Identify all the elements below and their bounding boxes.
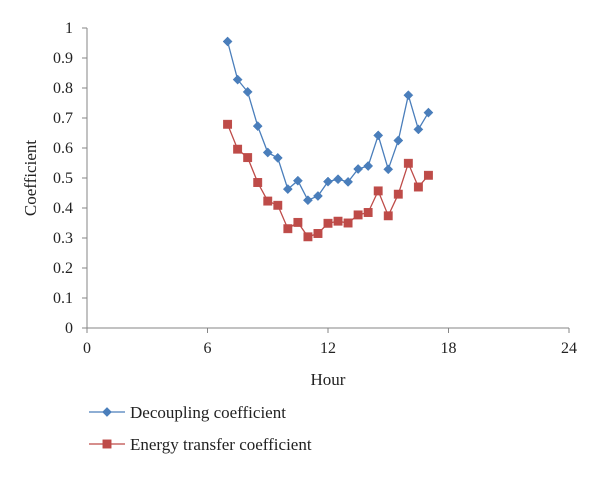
data-point <box>262 147 273 158</box>
data-point <box>373 130 384 141</box>
data-point <box>343 218 353 228</box>
data-point <box>363 208 373 217</box>
data-point <box>282 184 293 195</box>
data-point <box>303 232 313 242</box>
series-layer <box>222 36 434 242</box>
y-tick-label: 0.2 <box>53 260 73 277</box>
data-point <box>263 196 273 206</box>
data-point <box>272 152 283 163</box>
data-point <box>232 74 243 85</box>
data-point <box>393 135 404 146</box>
x-tick-label: 18 <box>441 340 457 357</box>
data-point <box>313 229 323 238</box>
y-axis-title: Coefficient <box>21 140 40 216</box>
data-point <box>373 186 383 196</box>
data-point <box>403 90 414 101</box>
y-tick-label: 0.6 <box>53 140 73 157</box>
series-2 <box>223 119 433 242</box>
series-line <box>226 41 429 202</box>
y-tick-label: 1 <box>65 20 73 37</box>
data-point <box>252 121 263 132</box>
y-tick-label: 0 <box>65 320 73 337</box>
legend-label: Energy transfer coefficient <box>130 435 312 454</box>
data-point <box>343 176 354 187</box>
x-tick-label: 24 <box>561 340 577 357</box>
legend-label: Decoupling coefficient <box>130 403 286 422</box>
y-tick-label: 0.7 <box>53 110 73 127</box>
data-point <box>403 158 413 168</box>
data-point <box>292 175 303 186</box>
x-tick-label: 12 <box>320 340 336 357</box>
data-point <box>423 170 433 180</box>
data-point <box>423 107 434 118</box>
data-point <box>222 36 233 47</box>
data-point <box>233 144 243 154</box>
y-tick-label: 0.4 <box>53 200 73 217</box>
y-tick-label: 0.9 <box>53 50 73 67</box>
data-point <box>353 164 364 174</box>
y-tick-label: 0.1 <box>53 290 73 307</box>
data-point <box>283 224 293 234</box>
data-point <box>323 176 333 187</box>
x-axis-title: Hour <box>311 370 346 389</box>
data-point <box>393 189 403 199</box>
data-point <box>363 161 374 171</box>
data-point <box>333 216 343 226</box>
data-point <box>293 217 303 227</box>
data-point <box>242 86 253 97</box>
legend-entry-2: Energy transfer coefficient <box>89 435 312 454</box>
legend-diamond-marker <box>102 407 112 417</box>
data-point <box>383 211 393 221</box>
series-1 <box>222 36 434 206</box>
y-tick-label: 0.3 <box>53 230 73 247</box>
legend: Decoupling coefficient Energy transfer co… <box>89 403 312 454</box>
data-point <box>323 218 333 228</box>
x-tick-label: 0 <box>83 340 91 357</box>
data-point <box>253 178 263 187</box>
data-point <box>413 182 423 192</box>
data-point <box>313 191 323 201</box>
data-point <box>243 153 253 163</box>
legend-entry-1: Decoupling coefficient <box>89 403 286 422</box>
x-tick-label: 6 <box>204 340 212 357</box>
data-point <box>333 174 343 185</box>
legend-square-marker <box>102 439 112 449</box>
data-point <box>383 164 394 175</box>
y-tick-label: 0.5 <box>53 170 73 187</box>
data-point <box>413 124 424 135</box>
y-tick-label: 0.8 <box>53 80 73 97</box>
data-point <box>273 200 283 210</box>
data-point <box>353 210 363 220</box>
axes-layer: 0 0.1 0.2 0.3 0.4 0.5 0.6 0.7 0.8 0.9 1 0 6 12 18 24 <box>53 20 577 357</box>
data-point <box>223 119 233 129</box>
data-point <box>302 195 313 206</box>
